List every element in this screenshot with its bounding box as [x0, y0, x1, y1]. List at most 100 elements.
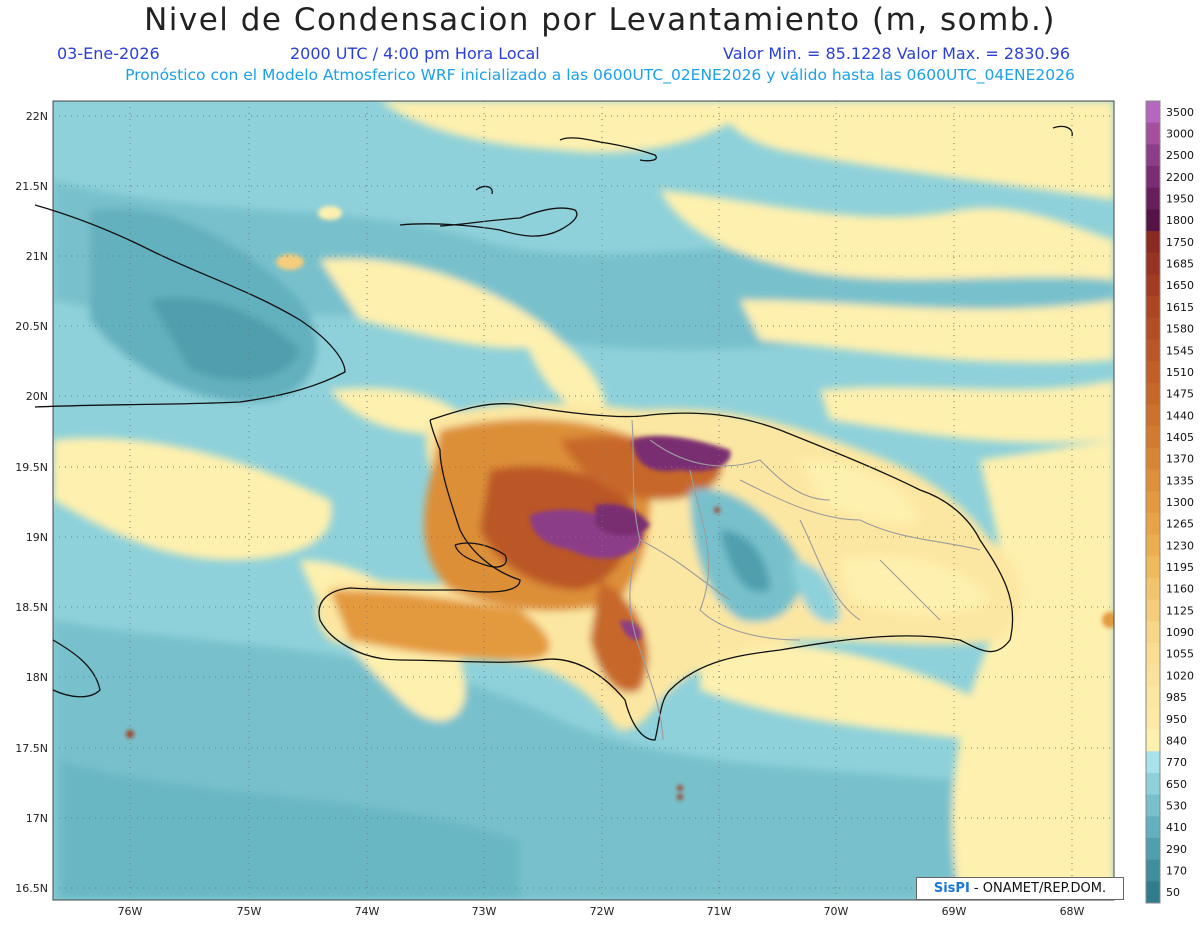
lon-label: 72W [590, 905, 615, 918]
legend-label: 1685 [1166, 258, 1194, 271]
legend-swatch [1146, 252, 1160, 275]
coastlines [34, 125, 1073, 741]
legend-swatch [1146, 339, 1160, 362]
legend-swatch [1146, 187, 1160, 210]
legend-swatch [1146, 837, 1160, 861]
lon-label: 68W [1060, 905, 1085, 918]
legend-label: 530 [1166, 799, 1187, 812]
latitude-labels: 22N 21.5N 21N 20.5N 20N 19.5N 19N 18.5N … [15, 110, 48, 895]
legend-swatch [1146, 447, 1160, 470]
legend-label: 1405 [1166, 431, 1194, 444]
lat-label: 21.5N [15, 180, 48, 193]
legend-label: 2200 [1166, 171, 1194, 184]
legend-label: 1950 [1166, 193, 1194, 206]
legend-label: 1370 [1166, 453, 1194, 466]
legend-swatch [1146, 772, 1160, 796]
legend-swatch [1146, 469, 1160, 492]
longitude-labels: 76W 75W 74W 73W 72W 71W 70W 69W 68W [118, 905, 1085, 918]
legend-label: 1475 [1166, 388, 1194, 401]
shaded-field [53, 101, 1114, 900]
legend-swatch [1146, 816, 1160, 839]
lat-label: 16.5N [15, 882, 48, 895]
legend-label: 1750 [1166, 236, 1194, 249]
legend-swatch [1146, 794, 1160, 817]
legend-swatch [1146, 231, 1160, 254]
legend-swatch [1146, 296, 1160, 319]
legend-label: 3500 [1166, 106, 1194, 119]
legend-label: 1615 [1166, 301, 1194, 314]
lat-label: 21N [26, 250, 48, 263]
legend-label: 50 [1166, 886, 1180, 899]
legend-swatch [1146, 209, 1160, 232]
legend-label: 290 [1166, 843, 1187, 856]
legend-label: 1650 [1166, 279, 1194, 292]
legend-swatch [1146, 166, 1160, 189]
lat-label: 19.5N [15, 461, 48, 474]
legend-label: 1195 [1166, 561, 1194, 574]
legend-label: 770 [1166, 756, 1187, 769]
legend-label: 1440 [1166, 409, 1194, 422]
legend-swatch [1146, 317, 1160, 340]
lon-label: 73W [472, 905, 497, 918]
legend-label: 1510 [1166, 366, 1194, 379]
forecast-date: 03-Ene-2026 [57, 44, 160, 63]
legend-label: 170 [1166, 864, 1187, 877]
map-title: Nivel de Condensacion por Levantamiento … [144, 2, 1056, 38]
legend-label: 1265 [1166, 518, 1194, 531]
lon-label: 71W [707, 905, 732, 918]
legend-label: 1545 [1166, 344, 1194, 357]
legend-swatch [1146, 599, 1160, 622]
sispi-logo-text: SisPI [933, 881, 970, 896]
legend-swatch [1146, 534, 1160, 557]
legend-label: 1300 [1166, 496, 1194, 509]
lon-label: 69W [942, 905, 967, 918]
legend-swatch [1146, 404, 1160, 427]
legend-swatch [1146, 512, 1160, 536]
lon-label: 70W [824, 905, 849, 918]
legend-swatch [1146, 577, 1160, 601]
legend-swatch [1146, 621, 1160, 644]
legend-label: 950 [1166, 713, 1187, 726]
lon-label: 74W [355, 905, 380, 918]
legend-swatch [1146, 144, 1160, 167]
legend-label: 840 [1166, 734, 1187, 747]
forecast-time: 2000 UTC / 4:00 pm Hora Local [290, 44, 540, 63]
legend-label: 3000 [1166, 128, 1194, 141]
credit-text: - ONAMET/REP.DOM. [969, 881, 1107, 896]
legend-swatch [1146, 361, 1160, 384]
legend-label: 1335 [1166, 474, 1194, 487]
color-legend: 3500 3000 2500 2200 1950 1800 1750 1685 1650 1615… [1145, 100, 1194, 904]
legend-swatch [1146, 881, 1160, 904]
credit-box: SisPI - ONAMET/REP.DOM. [916, 877, 1124, 900]
legend-label: 1580 [1166, 323, 1194, 336]
legend-swatch [1146, 122, 1160, 145]
province-borders [629, 419, 981, 741]
legend-swatch [1146, 491, 1160, 514]
legend-label: 2500 [1166, 149, 1194, 162]
legend-swatch [1146, 382, 1160, 405]
lat-label: 19N [26, 531, 48, 544]
legend-label: 650 [1166, 778, 1187, 791]
lat-label: 18N [26, 671, 48, 684]
legend-swatch [1146, 859, 1160, 882]
legend-swatch [1146, 751, 1160, 774]
legend-swatch [1146, 707, 1160, 731]
min-max-values: Valor Min. = 85.1228 Valor Max. = 2830.9… [723, 44, 1071, 63]
legend-swatch [1146, 101, 1160, 124]
legend-label: 1020 [1166, 669, 1194, 682]
lat-label: 20.5N [15, 320, 48, 333]
legend-label: 1230 [1166, 539, 1194, 552]
legend-label: 1055 [1166, 648, 1194, 661]
legend-swatch [1146, 729, 1160, 752]
legend-swatch [1146, 556, 1160, 579]
legend-swatch [1146, 274, 1160, 297]
lat-label: 20N [26, 390, 48, 403]
legend-label: 1125 [1166, 604, 1194, 617]
lon-label: 76W [118, 905, 143, 918]
legend-label: 1800 [1166, 214, 1194, 227]
legend-swatch [1146, 664, 1160, 687]
model-info-line: Pronóstico con el Modelo Atmosferico WRF… [125, 66, 1075, 84]
lon-label: 75W [237, 905, 262, 918]
lat-label: 17.5N [15, 742, 48, 755]
